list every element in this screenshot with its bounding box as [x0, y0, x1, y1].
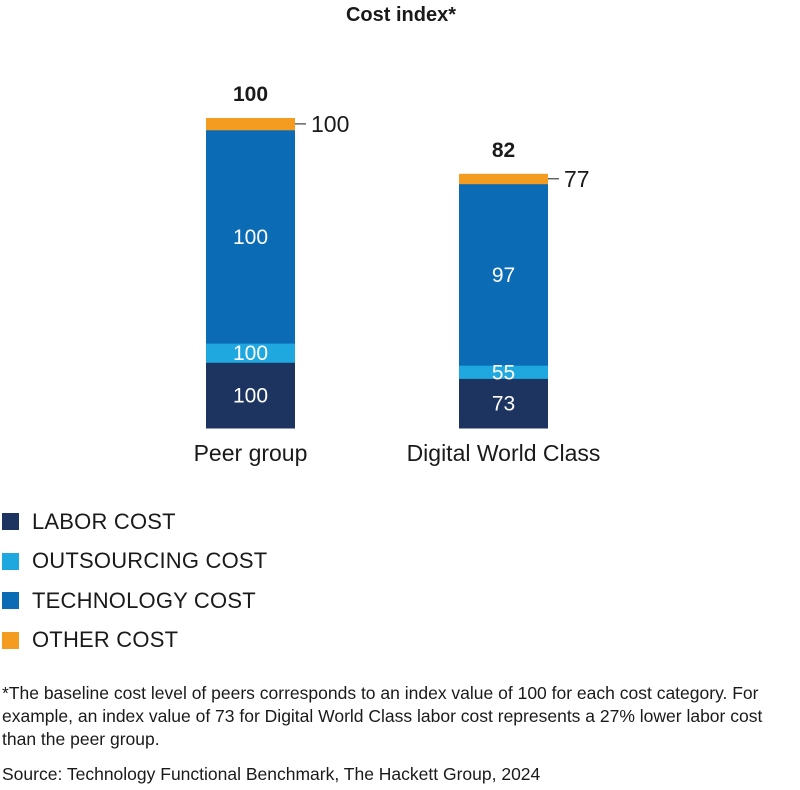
- category-label-1: Digital World Class: [407, 440, 601, 466]
- total-label-1: 82: [492, 139, 515, 162]
- footnote: *The baseline cost level of peers corres…: [2, 683, 763, 749]
- other-cost-label-0: 100: [311, 111, 349, 137]
- legend-label-technology: TECHNOLOGY COST: [32, 587, 256, 613]
- legend-swatch-technology: [2, 592, 19, 610]
- legend-label-outsourcing: OUTSOURCING COST: [32, 548, 268, 574]
- segment-label-labor-1: 73: [492, 393, 515, 416]
- legend-swatch-other: [2, 631, 19, 649]
- segment-label-outsourcing-1: 55: [492, 361, 515, 384]
- legend-item-technology: TECHNOLOGY COST: [2, 581, 267, 621]
- segment-label-outsourcing-0: 100: [233, 342, 268, 365]
- total-label-0: 100: [233, 83, 268, 106]
- legend-item-outsourcing: OUTSOURCING COST: [2, 542, 267, 582]
- legend-swatch-outsourcing: [2, 552, 19, 570]
- segment-label-labor-0: 100: [233, 385, 268, 408]
- bar-technology-0: [206, 129, 295, 344]
- segment-label-technology-0: 100: [233, 226, 268, 249]
- bars-group: 100 100 100 100 100 Peer group 73 55 97 77 82 Digit…: [194, 83, 601, 466]
- cost-index-chart: Cost index* 100 100 100 100 100 Peer group 73 5…: [194, 4, 601, 466]
- other-cost-label-1: 77: [564, 166, 590, 192]
- bar-labor-1: [459, 378, 548, 429]
- bar-outsourcing-0: [206, 343, 295, 363]
- segment-label-technology-1: 97: [492, 264, 515, 287]
- legend-label-labor: LABOR COST: [32, 508, 176, 534]
- legend-item-other: OTHER COST: [2, 621, 267, 661]
- bar-technology-1: [459, 183, 548, 366]
- category-label-0: Peer group: [194, 440, 308, 466]
- bar-other-0: [206, 118, 295, 131]
- legend-label-other: OTHER COST: [32, 627, 179, 653]
- bar-outsourcing-1: [459, 365, 548, 379]
- legend-item-labor: LABOR COST: [2, 502, 267, 542]
- legend-swatch-labor: [2, 513, 19, 531]
- legend: LABOR COST OUTSOURCING COST TECHNOLOGY C…: [2, 502, 267, 660]
- bar-other-1: [459, 173, 548, 185]
- source-note: Source: Technology Functional Benchmark,…: [2, 764, 541, 784]
- chart-title: Cost index*: [346, 4, 456, 26]
- bar-labor-0: [206, 362, 295, 429]
